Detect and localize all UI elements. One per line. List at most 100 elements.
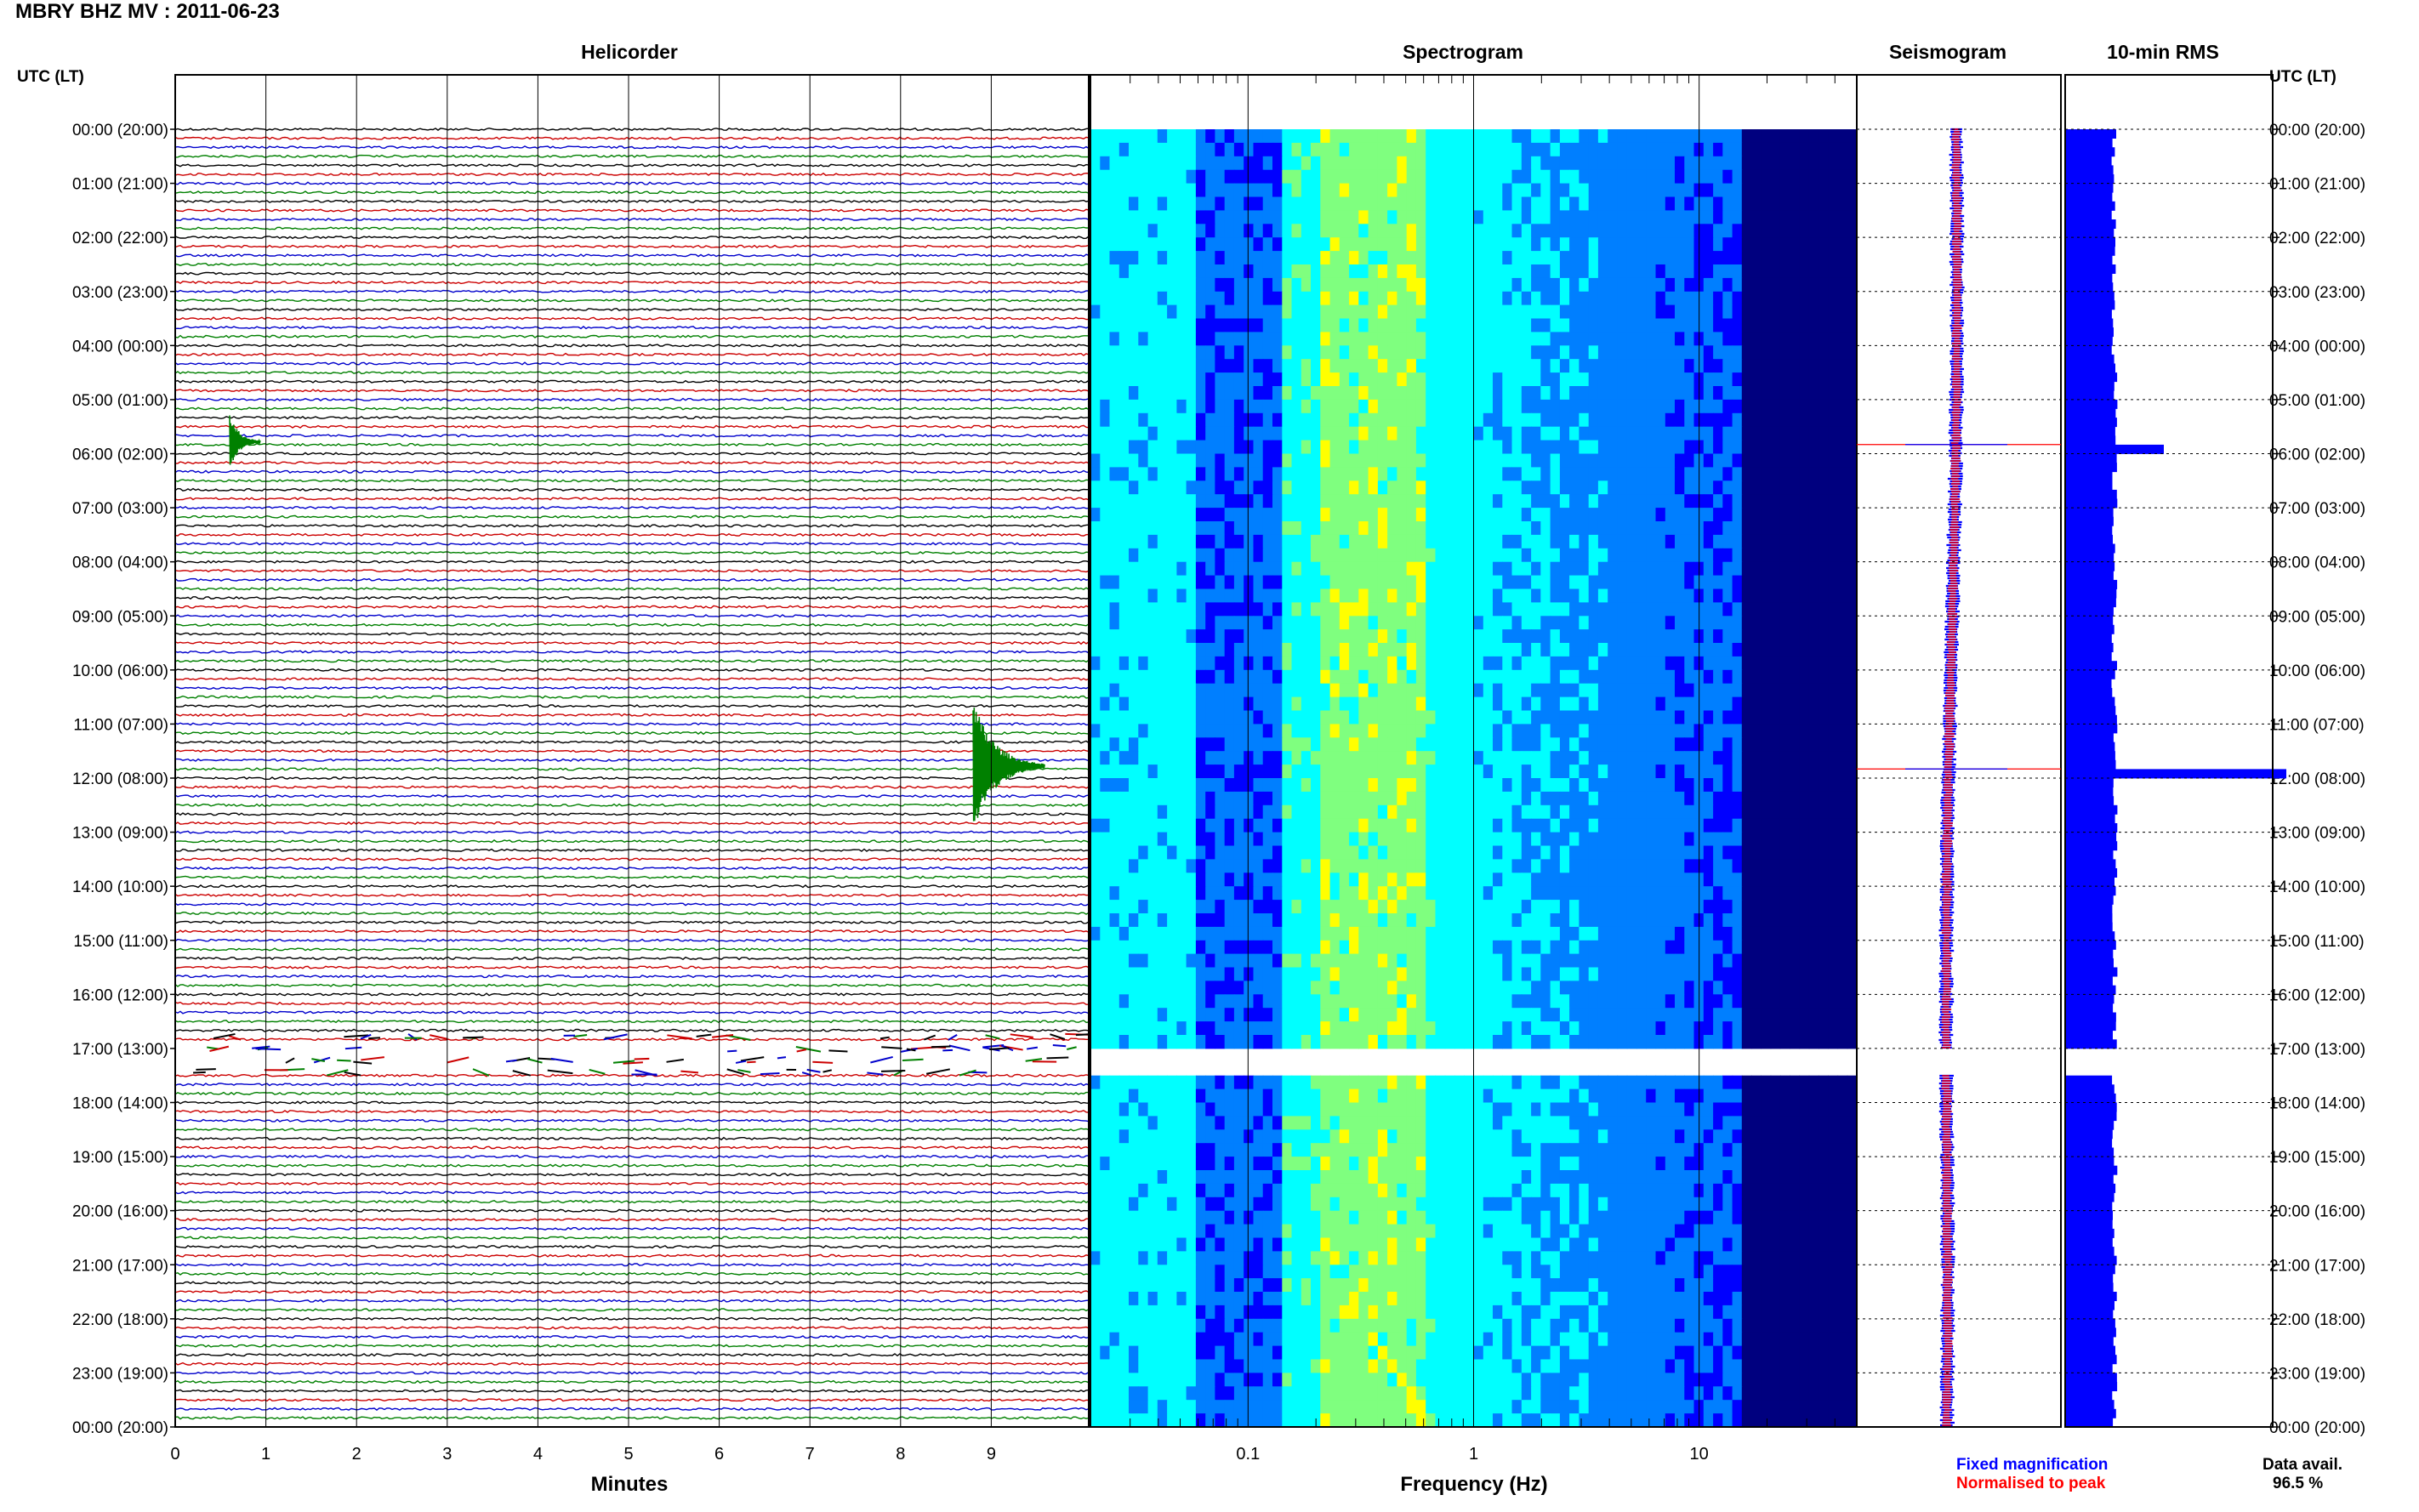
spectrogram-cell xyxy=(1195,751,1206,765)
spectrogram-cell xyxy=(1186,345,1197,360)
spectrogram-cell xyxy=(1636,588,1647,603)
spectrogram-cell xyxy=(1559,291,1570,306)
spectrogram-cell xyxy=(1617,426,1628,441)
spectrogram-cell xyxy=(1483,724,1494,738)
spectrogram-cell xyxy=(1493,534,1503,549)
spectrogram-cell xyxy=(1387,386,1397,401)
spectrogram-cell xyxy=(1195,669,1206,685)
spectrogram-cell xyxy=(1329,724,1340,738)
spectrogram-cell xyxy=(1569,873,1579,887)
spectrogram-cell xyxy=(1550,169,1561,185)
helicorder-trace xyxy=(174,289,1090,293)
spectrogram-cell xyxy=(1617,318,1628,333)
helicorder-trace xyxy=(174,1020,1090,1024)
spectrogram-cell xyxy=(1426,318,1437,333)
helicorder-trace xyxy=(174,1208,1090,1213)
spectrogram-cell xyxy=(1176,859,1187,873)
spectrogram-cell xyxy=(1779,737,1790,752)
spectrogram-cell xyxy=(1608,224,1619,238)
helicorder-trace xyxy=(174,136,1090,140)
spectrogram-cell xyxy=(1358,900,1369,914)
spectrogram-cell xyxy=(1483,332,1494,346)
spectrogram-cell xyxy=(1684,142,1695,157)
spectrogram-cell xyxy=(1339,873,1350,887)
spectrogram-cell xyxy=(1311,616,1321,630)
hour-label-left: 04:00 (00:00) xyxy=(72,338,168,355)
spectrogram-cell xyxy=(1224,521,1235,536)
spectrogram-cell xyxy=(1090,440,1101,454)
spectrogram-cell xyxy=(1464,480,1475,495)
helicorder-trace xyxy=(174,226,1090,230)
spectrogram-cell xyxy=(1636,440,1647,454)
spectrogram-cell xyxy=(1205,494,1216,509)
spectrogram-cell xyxy=(1109,224,1120,238)
spectrogram-cell xyxy=(1464,669,1475,685)
spectrogram-cell xyxy=(1167,399,1177,414)
spectrogram-cell xyxy=(1349,196,1359,211)
spectrogram-cell xyxy=(1272,804,1283,820)
spectrogram-cell xyxy=(1713,791,1723,806)
spectrogram-cell xyxy=(1435,886,1446,901)
spectrogram-cell xyxy=(1808,251,1819,265)
spectrogram-cell xyxy=(1473,534,1484,549)
spectrogram-cell xyxy=(1329,818,1340,833)
spectrogram-cell xyxy=(1426,304,1437,319)
helicorder-trace xyxy=(174,1163,1090,1168)
helicorder-gap-fragment xyxy=(344,1071,361,1077)
spectrogram-cell xyxy=(1770,765,1781,779)
spectrogram-cell xyxy=(1588,440,1599,454)
spectrogram-cell xyxy=(1129,791,1139,806)
spectrogram-cell xyxy=(1569,818,1579,833)
spectrogram-cell xyxy=(1195,304,1206,319)
spectrogram-cell xyxy=(1790,616,1801,630)
hour-label-left: 14:00 (10:00) xyxy=(72,878,168,896)
spectrogram-cell xyxy=(1655,318,1666,333)
spectrogram-cell xyxy=(1703,318,1714,333)
spectrogram-cell xyxy=(1454,629,1465,644)
spectrogram-cell xyxy=(1195,683,1206,698)
spectrogram-cell xyxy=(1799,561,1810,577)
spectrogram-cell xyxy=(1147,494,1158,509)
spectrogram-cell xyxy=(1358,818,1369,833)
spectrogram-cell xyxy=(1320,845,1331,860)
spectrogram-cell xyxy=(1387,602,1397,617)
spectrogram-cell xyxy=(1301,656,1312,671)
spectrogram-cell xyxy=(1387,710,1397,725)
spectrogram-cell xyxy=(1349,412,1359,428)
spectrogram-cell xyxy=(1569,521,1579,536)
spectrogram-cell xyxy=(1588,359,1599,373)
spectrogram-cell xyxy=(1684,818,1695,833)
spectrogram-cell xyxy=(1195,264,1206,279)
spectrogram-cell xyxy=(1415,264,1426,279)
spectrogram-cell xyxy=(1435,169,1446,185)
spectrogram-cell xyxy=(1109,696,1120,711)
spectrogram-cell xyxy=(1311,494,1321,509)
spectrogram-cell xyxy=(1415,629,1426,644)
spectrogram-cell xyxy=(1415,643,1426,657)
spectrogram-cell xyxy=(1818,440,1829,454)
spectrogram-cell xyxy=(1100,751,1111,765)
spectrogram-cell xyxy=(1646,886,1657,901)
spectrogram-cell xyxy=(1473,399,1484,414)
spectrogram-cell xyxy=(1233,156,1244,171)
spectrogram-cell xyxy=(1215,251,1226,265)
spectrogram-cell xyxy=(1713,751,1723,765)
helicorder-trace xyxy=(174,1361,1090,1366)
spectrogram-cell xyxy=(1339,832,1350,846)
spectrogram-cell xyxy=(1636,643,1647,657)
spectrogram-cell xyxy=(1129,548,1139,563)
spectrogram-cell xyxy=(1444,683,1455,698)
spectrogram-cell xyxy=(1176,359,1187,373)
spectrogram-cell xyxy=(1244,602,1255,617)
spectrogram-cell xyxy=(1320,372,1331,387)
helicorder-gap-fragment xyxy=(472,1068,490,1077)
spectrogram-cell xyxy=(1233,210,1244,225)
spectrogram-cell xyxy=(1531,359,1541,373)
spectrogram-cell xyxy=(1569,237,1579,252)
spectrogram-cell xyxy=(1397,169,1408,185)
spectrogram-cell xyxy=(1215,318,1226,333)
spectrogram-cell xyxy=(1291,372,1302,387)
spectrogram-cell xyxy=(1397,710,1408,725)
spectrogram-cell xyxy=(1790,372,1801,387)
spectrogram-cell xyxy=(1559,467,1570,481)
